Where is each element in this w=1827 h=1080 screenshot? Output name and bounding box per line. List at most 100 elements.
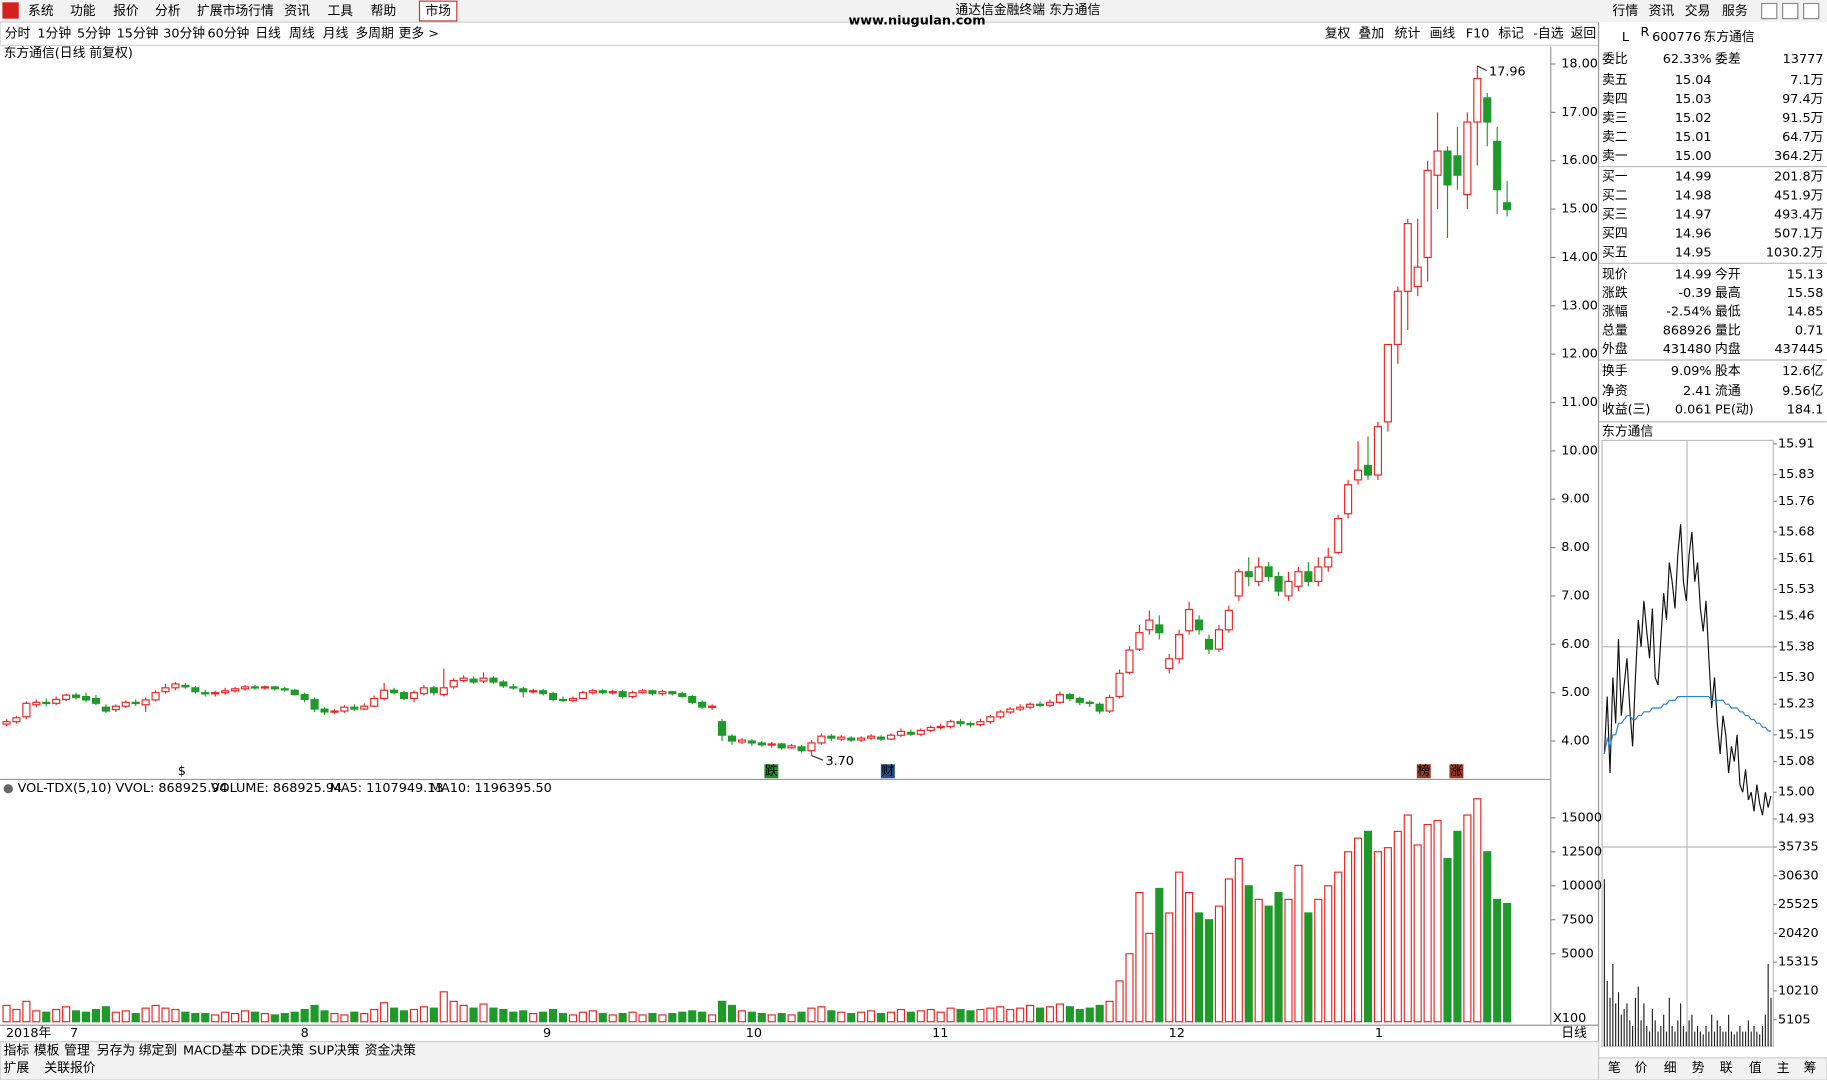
y-tick-label: 35735 bbox=[1778, 839, 1819, 854]
period-button[interactable]: 15分钟 bbox=[117, 25, 159, 41]
candle-body bbox=[1383, 343, 1392, 423]
tool-button[interactable]: 画线 bbox=[1430, 26, 1456, 41]
side-tab[interactable]: 筹 bbox=[1804, 1060, 1817, 1076]
side-tab[interactable]: 值 bbox=[1749, 1060, 1762, 1076]
bottom-tab[interactable]: 模板 bbox=[34, 1043, 60, 1058]
collapse-icon[interactable] bbox=[3, 784, 13, 794]
bottom-row-item[interactable]: 扩展 bbox=[4, 1061, 30, 1076]
bottom-tab[interactable]: 资金决策 bbox=[365, 1042, 416, 1058]
volume-bar bbox=[588, 1010, 597, 1023]
period-button[interactable]: 多周期 bbox=[355, 26, 393, 41]
tool-button[interactable]: -自选 bbox=[1533, 26, 1563, 41]
candle-body bbox=[330, 710, 339, 713]
menu-item[interactable]: 功能 bbox=[70, 4, 96, 19]
period-button[interactable]: 更多 > bbox=[399, 26, 439, 41]
y-tick-label: 15.23 bbox=[1778, 697, 1815, 712]
volume-bar bbox=[459, 1004, 468, 1023]
menu-item[interactable]: 扩展市场行情 bbox=[197, 3, 274, 19]
side-tab[interactable]: 价 bbox=[1635, 1061, 1648, 1076]
tool-button[interactable]: F10 bbox=[1466, 26, 1490, 41]
volume-bar bbox=[936, 1011, 945, 1023]
period-button[interactable]: 1分钟 bbox=[37, 25, 71, 41]
y-tick-label: 15000 bbox=[1561, 810, 1602, 825]
candle-body bbox=[1125, 649, 1134, 673]
volume-bar bbox=[260, 1013, 269, 1023]
candle-body bbox=[916, 729, 925, 735]
bottom-tab[interactable]: 绑定到 bbox=[139, 1043, 177, 1058]
menu-item[interactable]: 帮助 bbox=[371, 4, 397, 19]
period-button[interactable]: 60分钟 bbox=[207, 25, 249, 41]
candle-body bbox=[1095, 703, 1104, 712]
tool-button[interactable]: 复权 bbox=[1325, 25, 1351, 41]
book-volume: 451.9万 bbox=[1774, 189, 1824, 204]
period-button[interactable]: 30分钟 bbox=[163, 25, 205, 41]
bottom-tab[interactable]: 另存为 bbox=[97, 1043, 135, 1058]
side-tab[interactable]: 联 bbox=[1720, 1061, 1733, 1076]
volume-bar bbox=[350, 1011, 359, 1023]
period-button[interactable]: 5分钟 bbox=[77, 25, 111, 41]
right-menu-item[interactable]: 行情 bbox=[1613, 4, 1639, 19]
candle-body bbox=[876, 736, 886, 740]
y-tick-label: 12.00 bbox=[1561, 347, 1598, 362]
stat-label: 流通 bbox=[1715, 384, 1741, 399]
menu-item[interactable]: 系统 bbox=[28, 4, 54, 19]
bottom-tab[interactable]: SUP决策 bbox=[309, 1042, 360, 1058]
stat-label: 最高 bbox=[1715, 285, 1741, 301]
y-tick-label: 4.00 bbox=[1561, 734, 1590, 749]
candle-body bbox=[976, 721, 985, 726]
restore-button[interactable] bbox=[1782, 2, 1799, 20]
volume-unit: X100 bbox=[1553, 1011, 1586, 1026]
volume-bar bbox=[360, 1013, 369, 1023]
volume-bar bbox=[916, 1010, 925, 1023]
side-tab[interactable]: 势 bbox=[1692, 1060, 1705, 1076]
right-menu-item[interactable]: 服务 bbox=[1722, 3, 1748, 19]
volume-bar bbox=[32, 1010, 41, 1023]
period-button[interactable]: 周线 bbox=[289, 26, 315, 41]
volume-bar bbox=[419, 1006, 428, 1023]
volume-bar bbox=[578, 1011, 587, 1023]
volume-bar bbox=[1334, 871, 1343, 1023]
candle-body bbox=[926, 726, 935, 731]
min-button[interactable] bbox=[1761, 2, 1778, 20]
side-tab[interactable]: 细 bbox=[1664, 1061, 1677, 1076]
volume-bar bbox=[380, 1002, 389, 1023]
market-tab[interactable]: 市场 bbox=[425, 3, 451, 19]
bottom-tab[interactable]: MACD基本 bbox=[183, 1043, 247, 1058]
candle-body bbox=[1344, 484, 1353, 515]
book-price: 14.97 bbox=[1675, 208, 1712, 223]
close-button[interactable] bbox=[1803, 2, 1820, 20]
market-tab-box[interactable] bbox=[418, 0, 458, 22]
menu-item[interactable]: 报价 bbox=[113, 4, 139, 19]
right-menu-item[interactable]: 资讯 bbox=[1649, 4, 1675, 19]
volume-bar bbox=[1254, 898, 1263, 1023]
candle-body bbox=[81, 695, 91, 701]
volume-bar bbox=[181, 1011, 190, 1023]
volume-bar bbox=[1145, 932, 1154, 1023]
book-price: 14.99 bbox=[1675, 170, 1712, 185]
period-button[interactable]: 月线 bbox=[323, 26, 349, 41]
menu-item[interactable]: 分析 bbox=[155, 4, 181, 19]
menu-item[interactable]: 资讯 bbox=[284, 4, 310, 19]
side-tab[interactable]: 主 bbox=[1777, 1061, 1790, 1076]
candle-body bbox=[91, 697, 101, 704]
bottom-tab[interactable]: DDE决策 bbox=[251, 1042, 305, 1058]
book-volume: 7.1万 bbox=[1790, 73, 1823, 88]
tool-button[interactable]: 叠加 bbox=[1359, 26, 1385, 41]
side-tab[interactable]: 笔 bbox=[1608, 1060, 1621, 1076]
bottom-tab[interactable]: 指标 bbox=[4, 1043, 30, 1058]
tool-button[interactable]: 统计 bbox=[1395, 26, 1421, 41]
bottom-row-item[interactable]: 关联报价 bbox=[44, 1061, 95, 1076]
bottom-tab[interactable]: 管理 bbox=[64, 1043, 90, 1058]
period-button[interactable]: 日线 bbox=[255, 26, 281, 41]
candle-body bbox=[211, 692, 220, 695]
period-button[interactable]: 分时 bbox=[5, 26, 31, 41]
volume-bar bbox=[1006, 1008, 1015, 1023]
menu-item[interactable]: 工具 bbox=[327, 4, 353, 19]
note-pointer bbox=[811, 754, 824, 761]
volume-bar bbox=[827, 1010, 836, 1023]
candle-body bbox=[42, 701, 51, 705]
right-menu-item[interactable]: 交易 bbox=[1685, 3, 1711, 19]
tool-button[interactable]: 标记 bbox=[1498, 26, 1524, 41]
volume-bar bbox=[161, 1007, 170, 1023]
tool-button[interactable]: 返回 bbox=[1571, 26, 1597, 41]
